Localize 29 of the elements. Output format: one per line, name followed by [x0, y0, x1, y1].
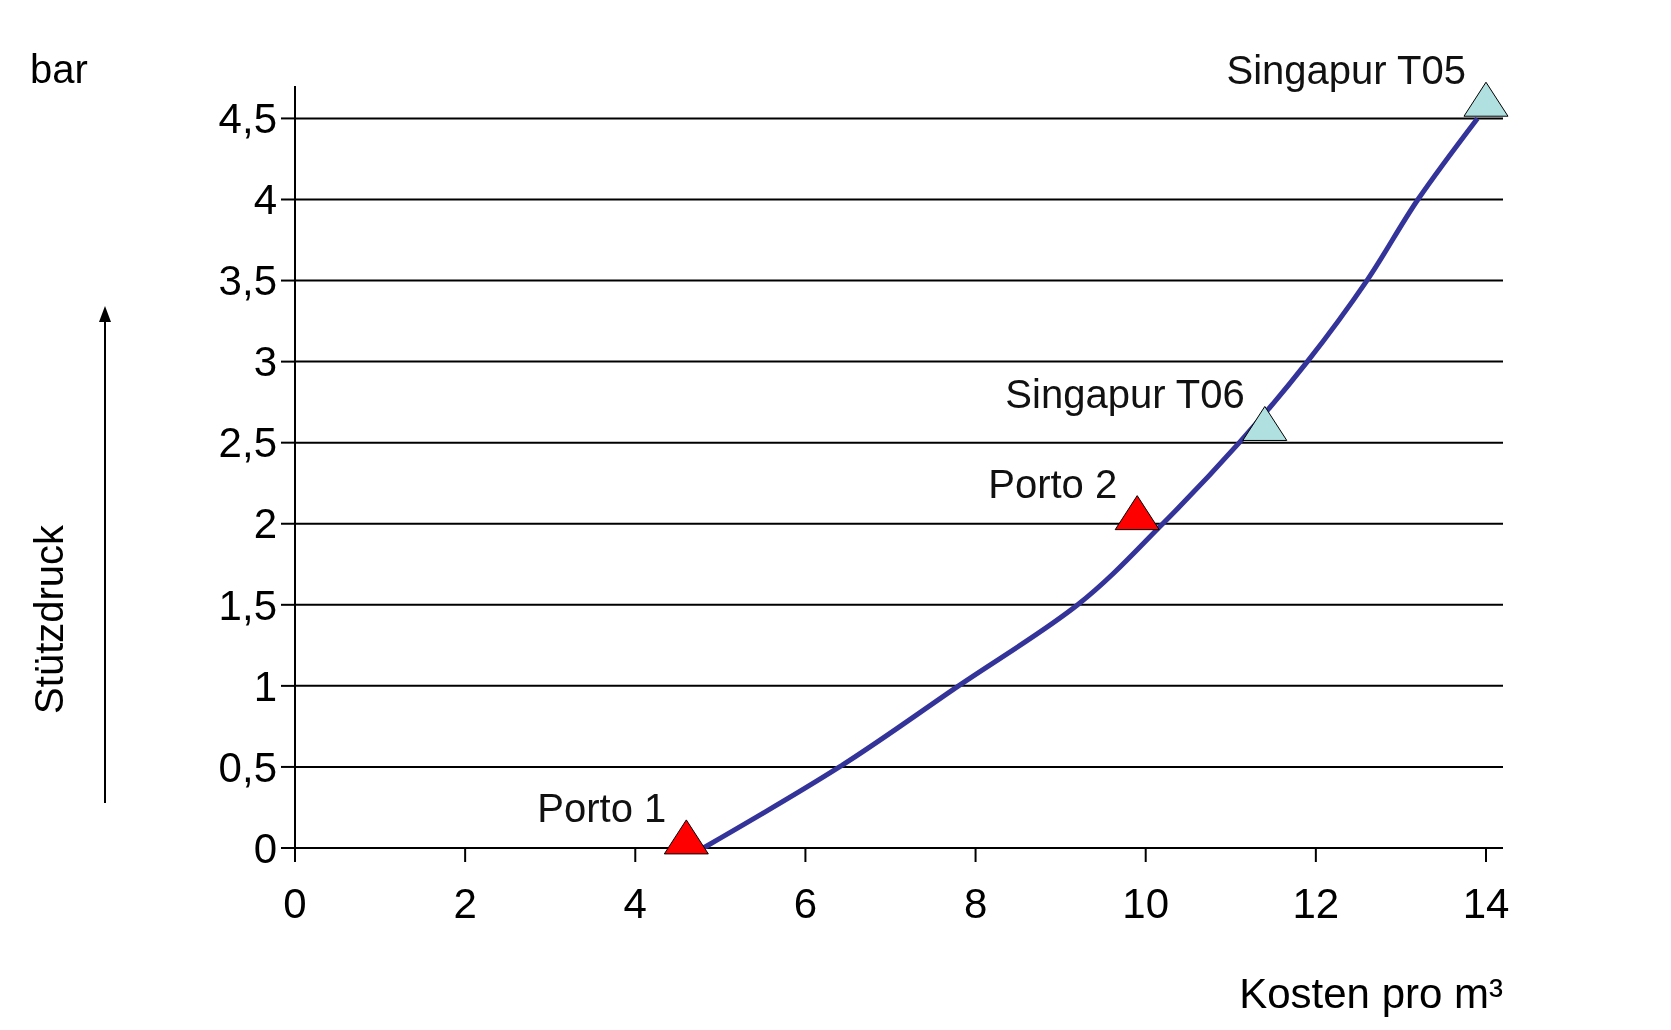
annotation: Singapur T05	[1226, 48, 1466, 93]
y-tick-label: 3	[253, 338, 277, 386]
x-tick-label: 2	[453, 880, 477, 927]
y-tick-label: 0	[253, 824, 277, 872]
x-tick-label: 10	[1122, 880, 1170, 927]
x-tick-label: 14	[1462, 880, 1510, 927]
x-tick-label: 0	[283, 880, 307, 927]
point	[1463, 81, 1509, 117]
text: bar	[30, 47, 88, 91]
y-tick-label: 4,5	[218, 95, 277, 143]
x-tick-label: 8	[963, 880, 988, 927]
y-tick-label: 3,5	[218, 257, 277, 305]
annotation: Porto 2	[988, 461, 1118, 506]
y-tick-label: 0,5	[218, 743, 277, 791]
y-tick-label: 1,5	[218, 581, 277, 629]
y-tick-label: 4	[253, 176, 277, 224]
x-axis-title: Kosten pro m³	[1239, 970, 1503, 1017]
point	[1242, 405, 1288, 441]
y-tick-label: 1	[253, 662, 277, 710]
y-axis-title: Stützdruck	[27, 523, 71, 714]
y-tick-label: 2	[253, 500, 277, 548]
y-tick-label: 2,5	[218, 419, 277, 467]
point	[1114, 495, 1160, 531]
x-tick-label: 6	[793, 880, 818, 927]
x-tick-label: 12	[1292, 880, 1340, 927]
annotation: Porto 1	[537, 785, 667, 830]
x-tick-label: 4	[623, 880, 647, 927]
point	[663, 819, 709, 855]
annotation: Singapur T06	[1005, 372, 1245, 417]
